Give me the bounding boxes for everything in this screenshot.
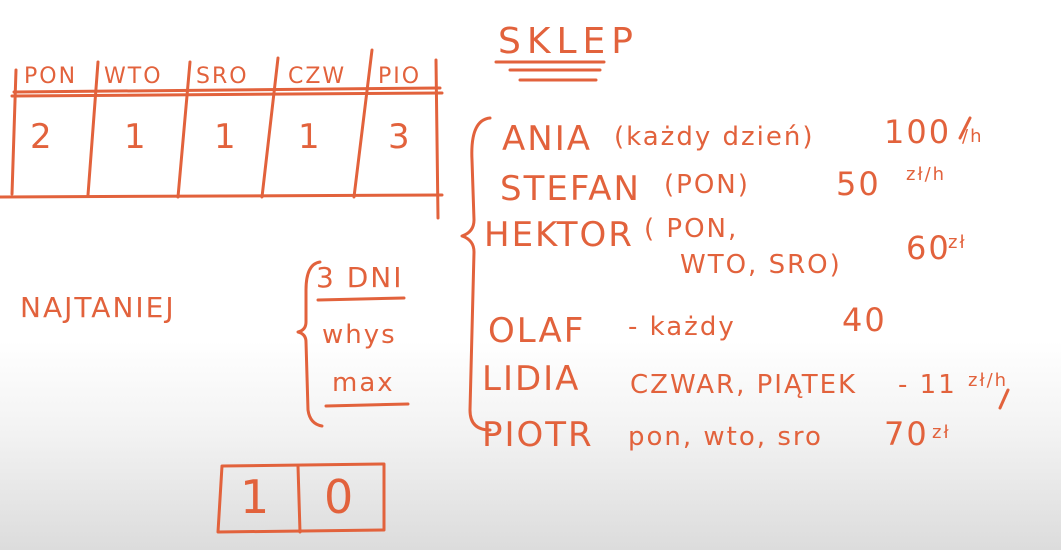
constraint-item: whys bbox=[322, 320, 397, 350]
constraint-item: 3 DNI bbox=[316, 261, 404, 294]
table-header-line bbox=[10, 91, 444, 98]
day-header: PON bbox=[24, 64, 78, 89]
worker-unit: /h bbox=[962, 126, 984, 147]
worker-name: STEFAN bbox=[500, 169, 641, 209]
worker-rate: 60 bbox=[906, 229, 951, 267]
worker-availability: pon, wto, sro bbox=[628, 422, 823, 452]
worker-availability: ( PON, bbox=[644, 214, 739, 244]
worker-unit: zł/h bbox=[906, 164, 947, 185]
table-bottom-line bbox=[0, 193, 444, 199]
table-divider-4 bbox=[352, 48, 374, 199]
constraints-label: NAJTANIEJ bbox=[20, 291, 176, 324]
worker-name: HEKTOR bbox=[484, 215, 634, 255]
worker-unit: zł/h bbox=[968, 370, 1009, 391]
day-count: 1 bbox=[298, 117, 322, 157]
worker-rate: 100 bbox=[884, 113, 952, 151]
worker-name: PIOTR bbox=[482, 415, 594, 455]
worker-rate: 40 bbox=[842, 301, 887, 339]
constraint-underline-1 bbox=[316, 296, 406, 302]
workers-brace bbox=[460, 116, 492, 432]
constraints-brace bbox=[296, 260, 324, 428]
day-count: 2 bbox=[30, 117, 54, 157]
worker-availability: CZWAR, PIĄTEK bbox=[630, 370, 858, 400]
worker-rate: - 11 bbox=[898, 370, 957, 400]
table-left-border bbox=[10, 68, 18, 196]
worker-availability: (PON) bbox=[664, 170, 750, 200]
constraint-item: max bbox=[332, 368, 395, 398]
day-count: 1 bbox=[124, 117, 148, 157]
constraint-underline-2 bbox=[324, 402, 410, 408]
day-header: CZW bbox=[288, 64, 347, 89]
answer-box-outer bbox=[216, 462, 386, 534]
day-header: WTO bbox=[104, 64, 163, 89]
day-count: 1 bbox=[214, 117, 238, 157]
worker-name: LIDIA bbox=[482, 359, 581, 399]
day-header: SRO bbox=[196, 64, 249, 89]
worker-availability-continued: WTO, SRO) bbox=[680, 250, 842, 280]
worker-availability: - każdy bbox=[628, 312, 736, 342]
table-top-line bbox=[12, 86, 442, 94]
day-count: 3 bbox=[388, 117, 412, 157]
answer-box-divider bbox=[296, 464, 302, 534]
worker-rate: 70 bbox=[884, 415, 929, 453]
worker-availability: (każdy dzień) bbox=[614, 122, 815, 152]
shop-title: SKLEP bbox=[498, 21, 639, 62]
answer-digit: 0 bbox=[324, 470, 356, 524]
answer-digit: 1 bbox=[240, 470, 272, 524]
worker-name: ANIA bbox=[502, 119, 592, 159]
worker-unit: zł bbox=[948, 232, 967, 253]
worker-rate: 50 bbox=[836, 165, 881, 203]
worker-name: OLAF bbox=[488, 311, 586, 351]
day-header: PIO bbox=[378, 64, 422, 89]
table-right-border bbox=[434, 58, 440, 220]
table-divider-3 bbox=[260, 56, 280, 199]
worker-unit: zł bbox=[932, 422, 951, 443]
table-divider-2 bbox=[176, 60, 192, 199]
table-divider-1 bbox=[86, 60, 100, 197]
